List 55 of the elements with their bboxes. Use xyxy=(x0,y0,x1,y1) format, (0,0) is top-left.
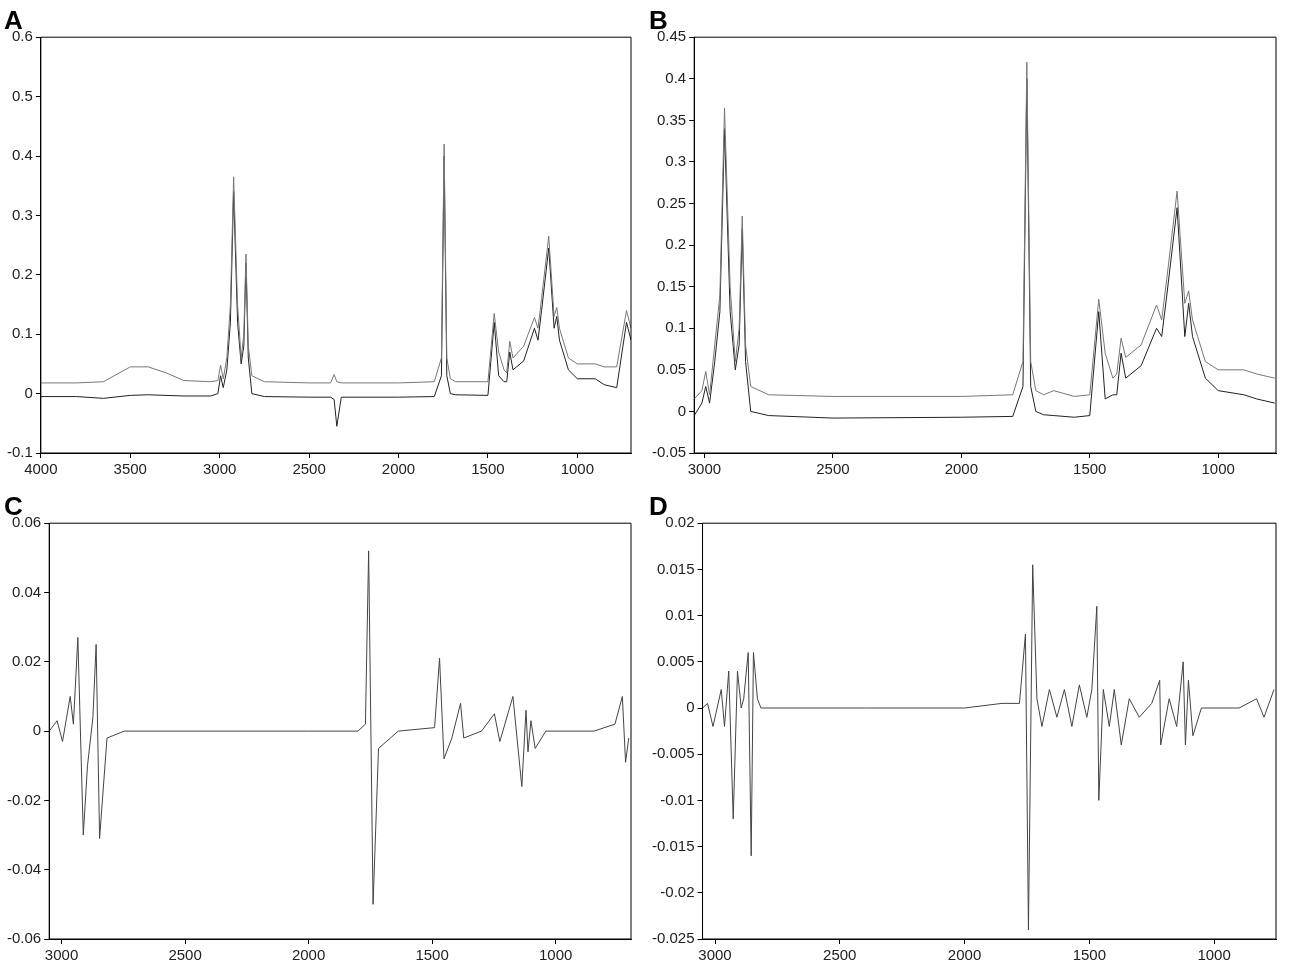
y-tick-label: 0 xyxy=(686,698,695,716)
x-tick-label: 3500 xyxy=(113,460,147,478)
y-tick-label: 0.1 xyxy=(665,318,687,336)
x-tick-label: 1500 xyxy=(1072,946,1107,964)
y-tick-label: 0 xyxy=(677,401,687,419)
y-tick-label: 0.015 xyxy=(656,559,695,577)
y-tick-label: 0.3 xyxy=(665,152,687,170)
y-tick-label: -0.025 xyxy=(651,929,695,947)
x-tick-label: 1000 xyxy=(538,946,573,964)
y-tick-label: -0.015 xyxy=(651,836,695,854)
x-tick-label: 1500 xyxy=(471,460,505,478)
y-tick-label: 0 xyxy=(24,383,33,401)
x-tick-label: 1500 xyxy=(415,946,449,964)
x-tick-label: 4000 xyxy=(24,460,58,478)
x-tick-label: 1000 xyxy=(1197,946,1231,964)
x-tick-label: 3000 xyxy=(687,460,722,478)
y-tick-label: 0.4 xyxy=(11,146,33,164)
y-tick-label: 0.15 xyxy=(656,276,687,294)
y-tick-label: 0.02 xyxy=(11,651,42,669)
y-tick-label: -0.01 xyxy=(660,790,695,808)
y-tick-label: -0.02 xyxy=(6,790,42,808)
y-tick-label: 0.01 xyxy=(665,605,695,623)
x-tick-label: 2500 xyxy=(292,460,326,478)
y-tick-label: 0.04 xyxy=(11,582,42,600)
x-tick-label: 2000 xyxy=(291,946,326,964)
y-tick-label: 0.35 xyxy=(656,110,687,128)
x-tick-label: 2000 xyxy=(947,946,982,964)
y-tick-label: 0.3 xyxy=(11,205,33,223)
x-tick-label: 2000 xyxy=(381,460,416,478)
x-tick-label: 1000 xyxy=(1201,460,1235,478)
y-tick-label: 0.05 xyxy=(656,359,687,377)
y-tick-label: 0.2 xyxy=(11,264,33,282)
y-tick-label: -0.02 xyxy=(660,882,695,900)
x-tick-label: 1500 xyxy=(1073,460,1107,478)
x-tick-label: 2500 xyxy=(823,946,857,964)
y-tick-label: 0.2 xyxy=(665,235,687,253)
y-tick-label: -0.06 xyxy=(6,929,42,947)
x-tick-label: 3000 xyxy=(698,946,732,964)
y-tick-label: -0.1 xyxy=(6,443,33,461)
y-tick-label: 0.1 xyxy=(11,324,33,342)
x-tick-label: 2500 xyxy=(816,460,850,478)
y-tick-label: -0.05 xyxy=(651,443,687,461)
y-tick-label: 0 xyxy=(32,721,42,739)
y-tick-label: 0.02 xyxy=(665,513,695,531)
x-tick-label: 1000 xyxy=(560,460,595,478)
x-tick-label: 2000 xyxy=(944,460,979,478)
y-tick-label: 0.4 xyxy=(665,68,687,86)
x-tick-label: 3000 xyxy=(202,460,237,478)
y-tick-label: -0.04 xyxy=(6,859,42,877)
y-tick-label: 0.5 xyxy=(11,86,33,104)
y-tick-label: 0.25 xyxy=(656,193,687,211)
x-tick-label: 2500 xyxy=(168,946,202,964)
y-tick-label: 0.005 xyxy=(656,651,695,669)
y-tick-label: -0.005 xyxy=(651,744,695,762)
x-tick-label: 3000 xyxy=(44,946,79,964)
